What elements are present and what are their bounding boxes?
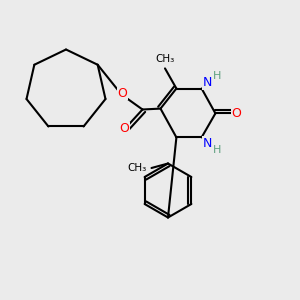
Text: CH₃: CH₃ [128,163,147,173]
Text: CH₃: CH₃ [155,54,175,64]
Text: O: O [117,86,127,100]
Text: H: H [213,71,221,81]
Text: O: O [120,122,129,136]
Text: O: O [231,107,241,120]
Text: N: N [202,76,212,89]
Text: N: N [202,137,212,150]
Text: H: H [213,145,221,155]
